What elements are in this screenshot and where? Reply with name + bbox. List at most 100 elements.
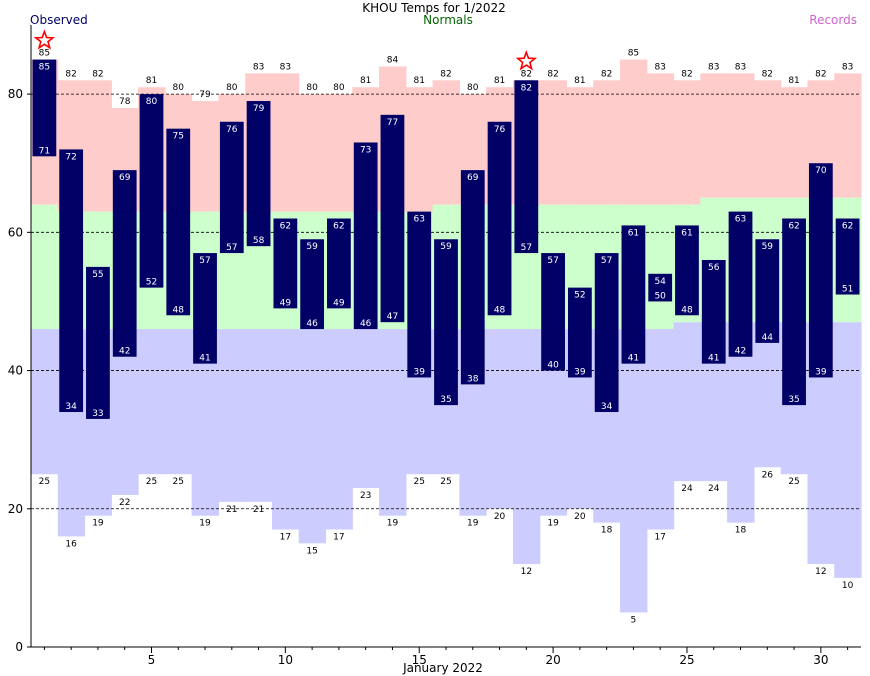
record-high-label: 81: [360, 76, 371, 86]
observed-low-label: 41: [199, 354, 210, 364]
observed-low-label: 71: [39, 146, 50, 156]
record-low-band: [673, 322, 701, 482]
observed-bar: [112, 170, 137, 357]
record-high-label: 83: [253, 62, 264, 72]
observed-high-label: 72: [65, 152, 76, 162]
record-markers: [33, 29, 538, 71]
record-low-label: 5: [631, 615, 637, 625]
legend-records: Records: [809, 13, 857, 27]
observed-low-label: 41: [708, 354, 719, 364]
record-low-label: 25: [788, 477, 799, 487]
record-low-label: 19: [547, 519, 559, 529]
record-high-label: 81: [146, 76, 157, 86]
observed-high-label: 61: [681, 228, 692, 238]
observed-bar: [193, 253, 217, 364]
record-high-band: [271, 73, 300, 212]
observed-low-label: 50: [654, 291, 666, 301]
observed-low-label: 48: [494, 305, 506, 315]
record-low-band: [218, 329, 246, 502]
record-high-label: 81: [413, 76, 424, 86]
observed-high-label: 62: [333, 222, 344, 232]
record-low-band: [834, 322, 862, 578]
observed-high-label: 57: [601, 256, 612, 266]
record-high-label: 80: [173, 83, 185, 93]
record-low-label: 24: [681, 484, 693, 494]
legend-normals: Normals: [423, 13, 473, 27]
record-low-label: 20: [494, 512, 506, 522]
record-low-label: 21: [226, 505, 237, 515]
observed-bar: [755, 239, 780, 343]
observed-bar: [380, 114, 405, 323]
observed-low-label: 48: [681, 305, 693, 315]
record-high-label: 81: [494, 76, 505, 86]
record-high-label: 83: [735, 62, 746, 72]
record-low-label: 17: [333, 533, 344, 543]
observed-high-label: 85: [39, 63, 50, 73]
x-tick-label: 25: [679, 653, 694, 667]
record-low-band: [271, 329, 300, 530]
record-low-band: [298, 329, 327, 544]
record-high-label: 81: [574, 76, 585, 86]
record-high-label: 85: [39, 49, 50, 59]
record-high-band: [405, 87, 434, 212]
observed-low-label: 39: [815, 367, 827, 377]
record-low-label: 12: [521, 567, 532, 577]
record-high-band: [700, 73, 728, 198]
observed-high-label: 59: [762, 242, 774, 252]
record-high-label: 83: [280, 62, 291, 72]
observed-high-label: 69: [467, 173, 479, 183]
observed-high-label: 56: [708, 263, 720, 273]
record-high-label: 81: [788, 76, 799, 86]
observed-low-label: 46: [360, 319, 372, 329]
observed-bar: [273, 218, 298, 309]
record-low-label: 23: [360, 491, 371, 501]
normal-band: [31, 204, 59, 330]
observed-bar: [166, 128, 191, 316]
record-high-label: 83: [654, 62, 665, 72]
observed-bar: [32, 59, 57, 157]
observed-low-label: 41: [628, 354, 639, 364]
record-low-band: [512, 329, 541, 565]
record-high-label: 82: [521, 69, 532, 79]
record-high-label: 82: [92, 69, 103, 79]
record-low-label: 19: [467, 519, 479, 529]
record-high-label: 82: [681, 69, 692, 79]
observed-bar: [460, 170, 485, 385]
record-low-band: [753, 322, 782, 468]
record-low-label: 25: [146, 477, 157, 487]
observed-high-label: 57: [547, 256, 558, 266]
record-high-band: [432, 80, 460, 205]
record-star-icon: [515, 50, 538, 71]
record-low-label: 25: [173, 477, 184, 487]
record-high-label: 82: [440, 69, 451, 79]
observed-low-label: 44: [762, 333, 774, 343]
record-high-label: 82: [547, 69, 558, 79]
observed-high-label: 76: [494, 125, 506, 135]
observed-high-label: 62: [280, 222, 291, 232]
record-low-label: 22: [119, 498, 130, 508]
observed-high-label: 59: [306, 242, 318, 252]
observed-bar: [59, 149, 84, 413]
observed-bar: [246, 101, 271, 247]
record-low-label: 12: [815, 567, 826, 577]
observed-bar: [434, 239, 458, 406]
observed-low-label: 57: [226, 243, 237, 253]
observed-high-label: 57: [199, 256, 210, 266]
y-tick-label: 60: [8, 225, 23, 239]
record-high-label: 83: [842, 62, 853, 72]
normal-band: [646, 204, 675, 330]
record-high-label: 83: [708, 62, 719, 72]
record-high-label: 82: [762, 69, 773, 79]
record-low-label: 17: [280, 533, 291, 543]
record-high-band: [325, 94, 353, 212]
record-low-band: [164, 329, 193, 475]
observed-high-label: 77: [387, 118, 398, 128]
record-high-band: [593, 80, 621, 205]
x-tick-label: 15: [412, 653, 427, 667]
observed-high-label: 62: [842, 222, 853, 232]
record-low-label: 24: [708, 484, 720, 494]
observed-low-label: 40: [547, 361, 559, 371]
observed-low-label: 48: [173, 305, 185, 315]
record-low-label: 15: [306, 546, 317, 556]
record-high-band: [298, 94, 327, 212]
